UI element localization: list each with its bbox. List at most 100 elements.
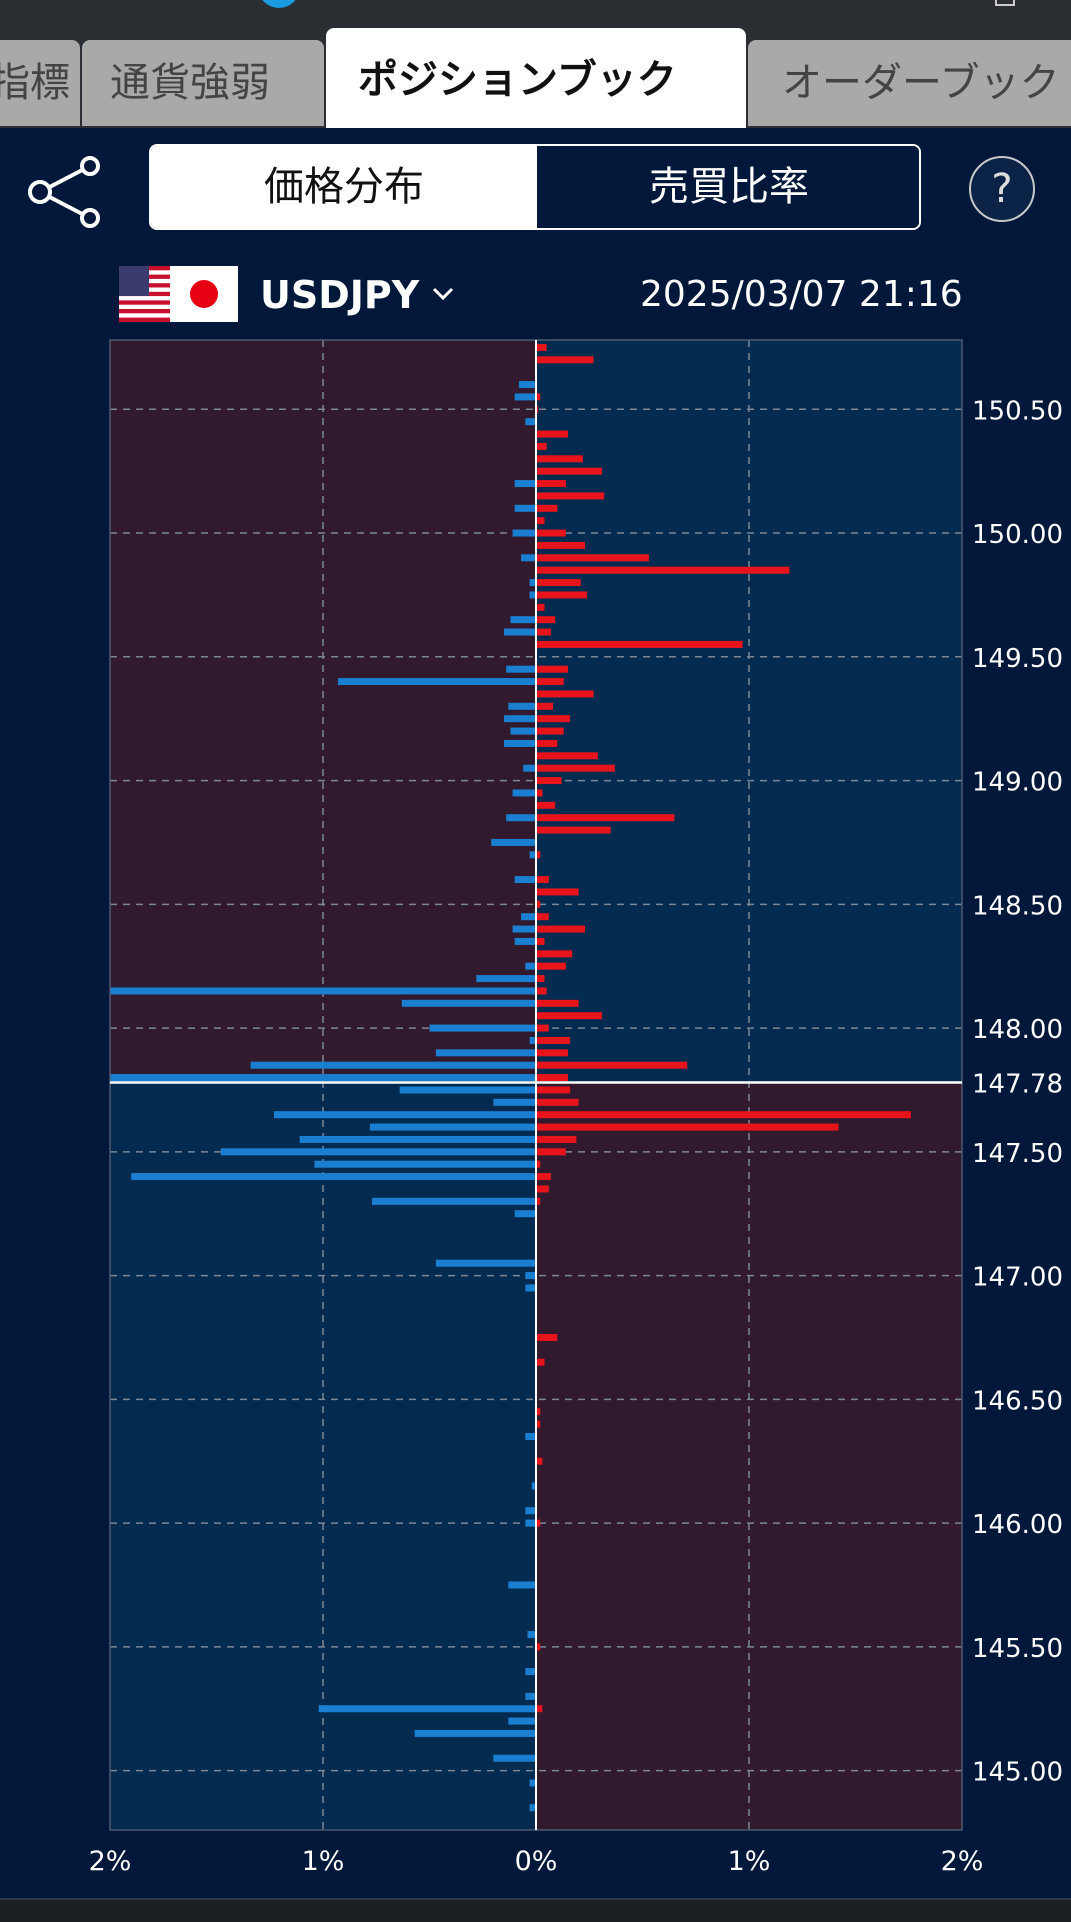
price-tick-label: 148.50: [972, 891, 1063, 921]
buy-bar: [536, 1358, 545, 1366]
sell-bar: [514, 937, 536, 945]
price-tick-label: 145.00: [972, 1758, 1063, 1788]
sell-bar: [337, 678, 536, 686]
buy-bar: [536, 393, 541, 401]
sell-bar: [512, 529, 536, 537]
tab-label: 通貨強弱: [110, 60, 270, 106]
sell-bar: [525, 1519, 536, 1527]
sell-bar: [514, 876, 536, 884]
price-tick-label: 149.50: [972, 644, 1063, 674]
chevron-down-icon[interactable]: [432, 284, 454, 304]
buy-bar: [536, 356, 594, 364]
buy-bar: [536, 851, 541, 859]
buy-bar: [536, 591, 588, 599]
sell-bar: [523, 764, 536, 772]
sell-bar: [371, 1197, 536, 1205]
chart-zone: [110, 1082, 536, 1830]
buy-bar: [536, 975, 545, 983]
sell-bar: [493, 1754, 536, 1762]
tab-position-book[interactable]: ポジションブック: [326, 28, 746, 128]
buy-bar: [536, 987, 547, 995]
sell-bar: [504, 739, 536, 747]
chart-zone: [536, 340, 962, 1083]
price-tick-label: 149.00: [972, 768, 1063, 798]
buy-bar: [536, 1012, 603, 1020]
sell-bar: [131, 1173, 537, 1181]
buy-bar: [536, 455, 583, 463]
buy-bar: [536, 640, 743, 648]
buy-bar: [536, 504, 558, 512]
price-tick-label: 146.50: [972, 1386, 1063, 1416]
sell-bar: [510, 616, 536, 624]
sell-bar: [529, 1036, 536, 1044]
buy-bar: [536, 442, 547, 450]
sell-bar: [525, 1272, 536, 1280]
buy-bar: [536, 1111, 911, 1119]
buy-bar: [536, 1333, 558, 1341]
price-distribution-button[interactable]: 価格分布: [151, 146, 537, 228]
buy-bar: [536, 950, 573, 958]
sell-bar: [508, 1581, 536, 1589]
tab-label: 指標: [0, 60, 70, 106]
buy-bar: [536, 665, 568, 673]
jp-flag-icon: [170, 266, 238, 322]
buy-bar: [536, 1074, 568, 1082]
sell-bar: [110, 987, 536, 995]
buy-bar: [536, 925, 585, 933]
buy-bar: [536, 1061, 688, 1069]
buy-bar: [536, 492, 605, 500]
sell-bar: [510, 727, 536, 735]
tab-indicators[interactable]: 指標: [0, 40, 80, 126]
view-toggle: 価格分布 売買比率: [149, 144, 921, 230]
sell-bar: [514, 504, 536, 512]
price-tick-label: 150.00: [972, 520, 1063, 550]
sell-bar: [529, 579, 536, 587]
buy-sell-ratio-button[interactable]: 売買比率: [537, 146, 919, 228]
share-icon[interactable]: [28, 156, 104, 228]
sell-bar: [512, 925, 536, 933]
buy-bar: [536, 628, 551, 636]
currency-pair-selector[interactable]: USDJPY: [260, 273, 420, 317]
sell-bar: [521, 554, 536, 562]
sell-bar: [318, 1705, 536, 1713]
x-tick-label: 0%: [515, 1846, 558, 1877]
price-tick-label: 148.00: [972, 1015, 1063, 1045]
sell-bar: [506, 814, 536, 822]
sell-bar: [399, 1086, 536, 1094]
sell-bar: [508, 702, 536, 710]
tab-order-book[interactable]: オーダーブック: [748, 40, 1071, 126]
buy-bar: [536, 752, 598, 760]
buy-bar: [536, 517, 545, 525]
sell-bar: [493, 1098, 536, 1106]
sell-bar: [514, 393, 536, 401]
x-tick-label: 1%: [728, 1846, 771, 1877]
buy-bar: [536, 529, 566, 537]
buy-bar: [536, 430, 568, 438]
buy-bar: [536, 467, 603, 475]
buy-bar: [536, 876, 549, 884]
sell-bar: [504, 628, 536, 636]
current-price-label: 147.78: [972, 1070, 1063, 1100]
buy-bar: [536, 900, 541, 908]
buy-bar: [536, 913, 549, 921]
buy-bar: [536, 1148, 566, 1156]
menu-icon[interactable]: [995, 0, 1015, 6]
buy-bar: [536, 1160, 541, 1168]
sell-bar: [527, 1630, 536, 1638]
sell-bar: [529, 1804, 536, 1812]
tab-currency-strength[interactable]: 通貨強弱: [82, 40, 324, 126]
buy-bar: [536, 603, 545, 611]
x-tick-label: 1%: [302, 1846, 345, 1877]
buy-bar: [536, 1643, 541, 1651]
sell-bar: [250, 1061, 536, 1069]
timestamp: 2025/03/07 21:16: [640, 274, 963, 315]
buy-bar: [536, 937, 545, 945]
sell-bar: [508, 1717, 536, 1725]
sell-bar: [314, 1160, 536, 1168]
sell-bar: [525, 1284, 536, 1292]
buy-bar: [536, 1705, 543, 1713]
x-tick-label: 2%: [89, 1846, 132, 1877]
buy-bar: [536, 690, 594, 698]
buy-bar: [536, 962, 566, 970]
help-button[interactable]: ?: [969, 156, 1035, 222]
